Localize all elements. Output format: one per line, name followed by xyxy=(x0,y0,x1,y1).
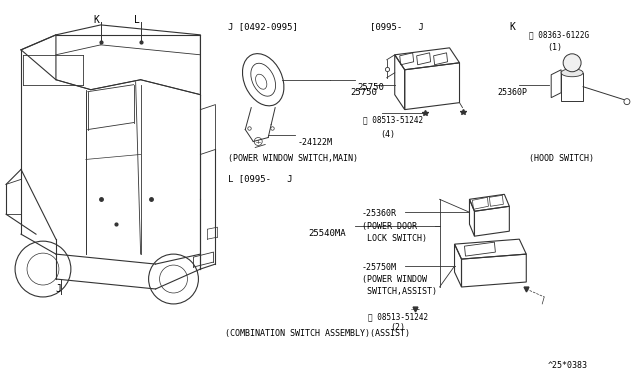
Text: (2): (2) xyxy=(390,323,404,332)
Text: (POWER WINDOW: (POWER WINDOW xyxy=(362,275,427,284)
Text: 25540MA: 25540MA xyxy=(308,229,346,238)
Text: 25360P: 25360P xyxy=(497,88,527,97)
Text: (COMBINATION SWITCH ASSEMBLY)(ASSIST): (COMBINATION SWITCH ASSEMBLY)(ASSIST) xyxy=(225,329,410,338)
Text: L: L xyxy=(134,15,140,25)
Text: (POWER DOOR: (POWER DOOR xyxy=(362,222,417,231)
Text: L [0995-   J: L [0995- J xyxy=(228,174,293,183)
Text: K: K xyxy=(509,22,515,32)
Text: J [0492-0995]: J [0492-0995] xyxy=(228,22,298,31)
Text: (1): (1) xyxy=(547,43,562,52)
Text: K: K xyxy=(94,15,100,25)
Text: 25750: 25750 xyxy=(350,88,377,97)
Text: Ⓢ 08513-51242: Ⓢ 08513-51242 xyxy=(363,116,423,125)
Text: Ⓢ 08363-6122G: Ⓢ 08363-6122G xyxy=(529,30,589,39)
Bar xyxy=(561,73,583,101)
Ellipse shape xyxy=(561,69,583,77)
Text: ^25*0383: ^25*0383 xyxy=(547,361,588,370)
Text: (POWER WINDOW SWITCH,MAIN): (POWER WINDOW SWITCH,MAIN) xyxy=(228,154,358,163)
Text: -25360R: -25360R xyxy=(362,209,397,218)
Text: 25750: 25750 xyxy=(357,83,384,92)
Text: -24122M: -24122M xyxy=(297,138,332,147)
Text: J: J xyxy=(56,284,62,294)
Text: LOCK SWITCH): LOCK SWITCH) xyxy=(362,234,427,243)
Text: (HOOD SWITCH): (HOOD SWITCH) xyxy=(529,154,595,163)
Circle shape xyxy=(563,54,581,72)
Text: SWITCH,ASSIST): SWITCH,ASSIST) xyxy=(362,287,437,296)
Text: -25750M: -25750M xyxy=(362,263,397,272)
Text: [0995-   J: [0995- J xyxy=(370,22,424,31)
Text: Ⓢ 08513-51242: Ⓢ 08513-51242 xyxy=(368,312,428,321)
Text: (4): (4) xyxy=(380,129,395,138)
